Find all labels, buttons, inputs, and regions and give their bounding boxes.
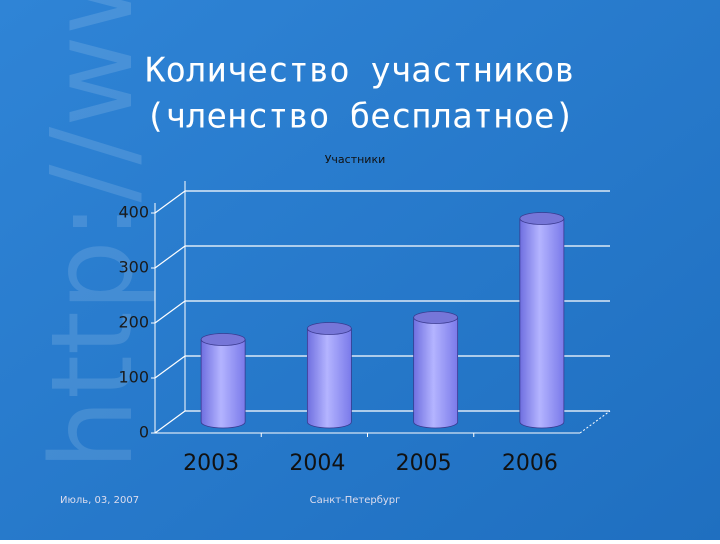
- footer-center: Санкт-Петербург: [310, 495, 401, 506]
- y-tick-label: 100: [118, 368, 149, 387]
- bar-top: [200, 333, 246, 346]
- grid-line: [154, 355, 186, 379]
- x-tick-label: 2004: [289, 451, 345, 476]
- bar-top: [306, 322, 352, 335]
- chart-title: Участники: [325, 153, 386, 166]
- bar: [519, 218, 565, 429]
- grid-line: [154, 410, 186, 434]
- footer-left: Июль, 03, 2007: [60, 495, 139, 506]
- grid-line: [154, 245, 186, 269]
- x-tick-label: 2005: [396, 451, 452, 476]
- grid-line: [154, 190, 186, 214]
- grid-line: [154, 300, 186, 324]
- bar-top: [413, 311, 459, 324]
- bar: [306, 328, 352, 429]
- x-tick-label: 2003: [183, 451, 239, 476]
- y-tick-label: 400: [118, 203, 149, 222]
- slide-title: Количество участников: [145, 51, 575, 91]
- watermark: http://www: [28, 0, 158, 470]
- bar-top: [519, 212, 565, 225]
- y-tick-label: 200: [118, 313, 149, 332]
- y-tick-label: 300: [118, 258, 149, 277]
- y-tick-label: 0: [139, 423, 149, 442]
- bar: [413, 317, 459, 429]
- x-tick-label: 2006: [502, 451, 558, 476]
- slide-title: (членство бесплатное): [145, 97, 575, 137]
- bar: [200, 339, 246, 429]
